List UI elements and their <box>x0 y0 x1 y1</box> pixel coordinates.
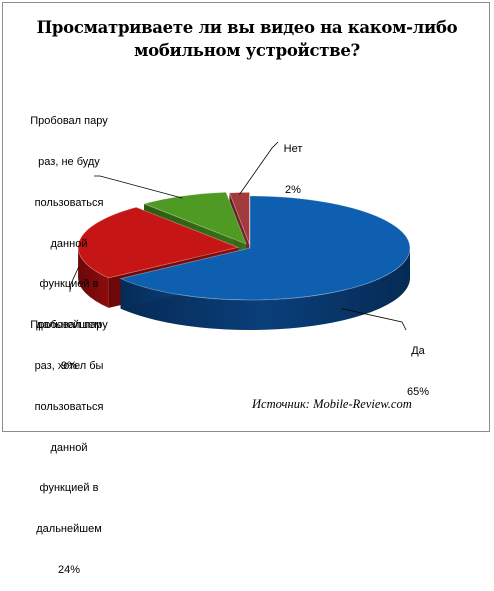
source-note: Источник: Mobile-Review.com <box>252 397 412 411</box>
leader-no <box>239 141 279 195</box>
slice-label-tried-wont-use-line-1: Пробовал пару <box>30 115 108 128</box>
slice-label-yes: Да 65% <box>398 318 438 413</box>
chart-title-line-2: мобильном устройстве? <box>134 41 360 60</box>
leader-yes <box>341 308 407 331</box>
leader-tried-will-use <box>69 266 80 292</box>
slice-label-tried-wont-use: Пробовал пару раз, не буду пользоваться … <box>10 88 128 387</box>
pie-slice-yes-side-0 <box>120 248 410 330</box>
slice-label-tried-will-use-line-1: Пробовал пару <box>30 319 108 332</box>
slice-label-no-name: Нет <box>283 143 303 156</box>
pie-slice-tried-will-use-top <box>77 206 240 279</box>
slice-label-tried-will-use-line-3: пользоваться <box>34 400 104 413</box>
pie-slice-yes-top <box>119 195 411 301</box>
slice-label-no-value: 2% <box>285 183 301 196</box>
slice-label-tried-will-use-line-5: функцией в <box>39 482 99 495</box>
slice-label-no: Нет 2% <box>276 116 310 211</box>
pie-slice-no-top <box>228 192 250 245</box>
chart-title: Просматриваете ли вы видео на каком-либо… <box>0 16 494 62</box>
slice-label-yes-name: Да <box>411 345 425 358</box>
slice-label-tried-wont-use-value: 9% <box>61 359 77 372</box>
pie-slice-tried-will-use-side-0 <box>78 247 109 308</box>
slice-label-tried-will-use-value: 24% <box>57 563 81 576</box>
slice-label-tried-wont-use-line-3: пользоваться <box>34 196 104 209</box>
leader-tried-wont-use <box>94 175 183 199</box>
slice-label-tried-will-use-line-6: дальнейшем <box>36 523 102 536</box>
pie-slice-yes <box>119 195 411 330</box>
slice-label-tried-wont-use-line-2: раз, не буду <box>38 155 100 168</box>
pie-chart <box>69 141 411 331</box>
chart-title-line-1: Просматриваете ли вы видео на каком-либо <box>36 18 458 37</box>
slice-label-tried-wont-use-line-4: данной <box>50 237 88 250</box>
slice-label-yes-value: 65% <box>406 385 430 398</box>
slice-label-tried-will-use-line-4: данной <box>50 441 88 454</box>
pie-slice-tried-wont-use-top <box>142 191 247 245</box>
slice-label-tried-will-use-line-2: раз, хотел бы <box>34 359 104 372</box>
slice-label-tried-wont-use-line-6: дальнейшем <box>36 319 102 332</box>
slice-label-tried-wont-use-line-5: функцией в <box>39 278 99 291</box>
